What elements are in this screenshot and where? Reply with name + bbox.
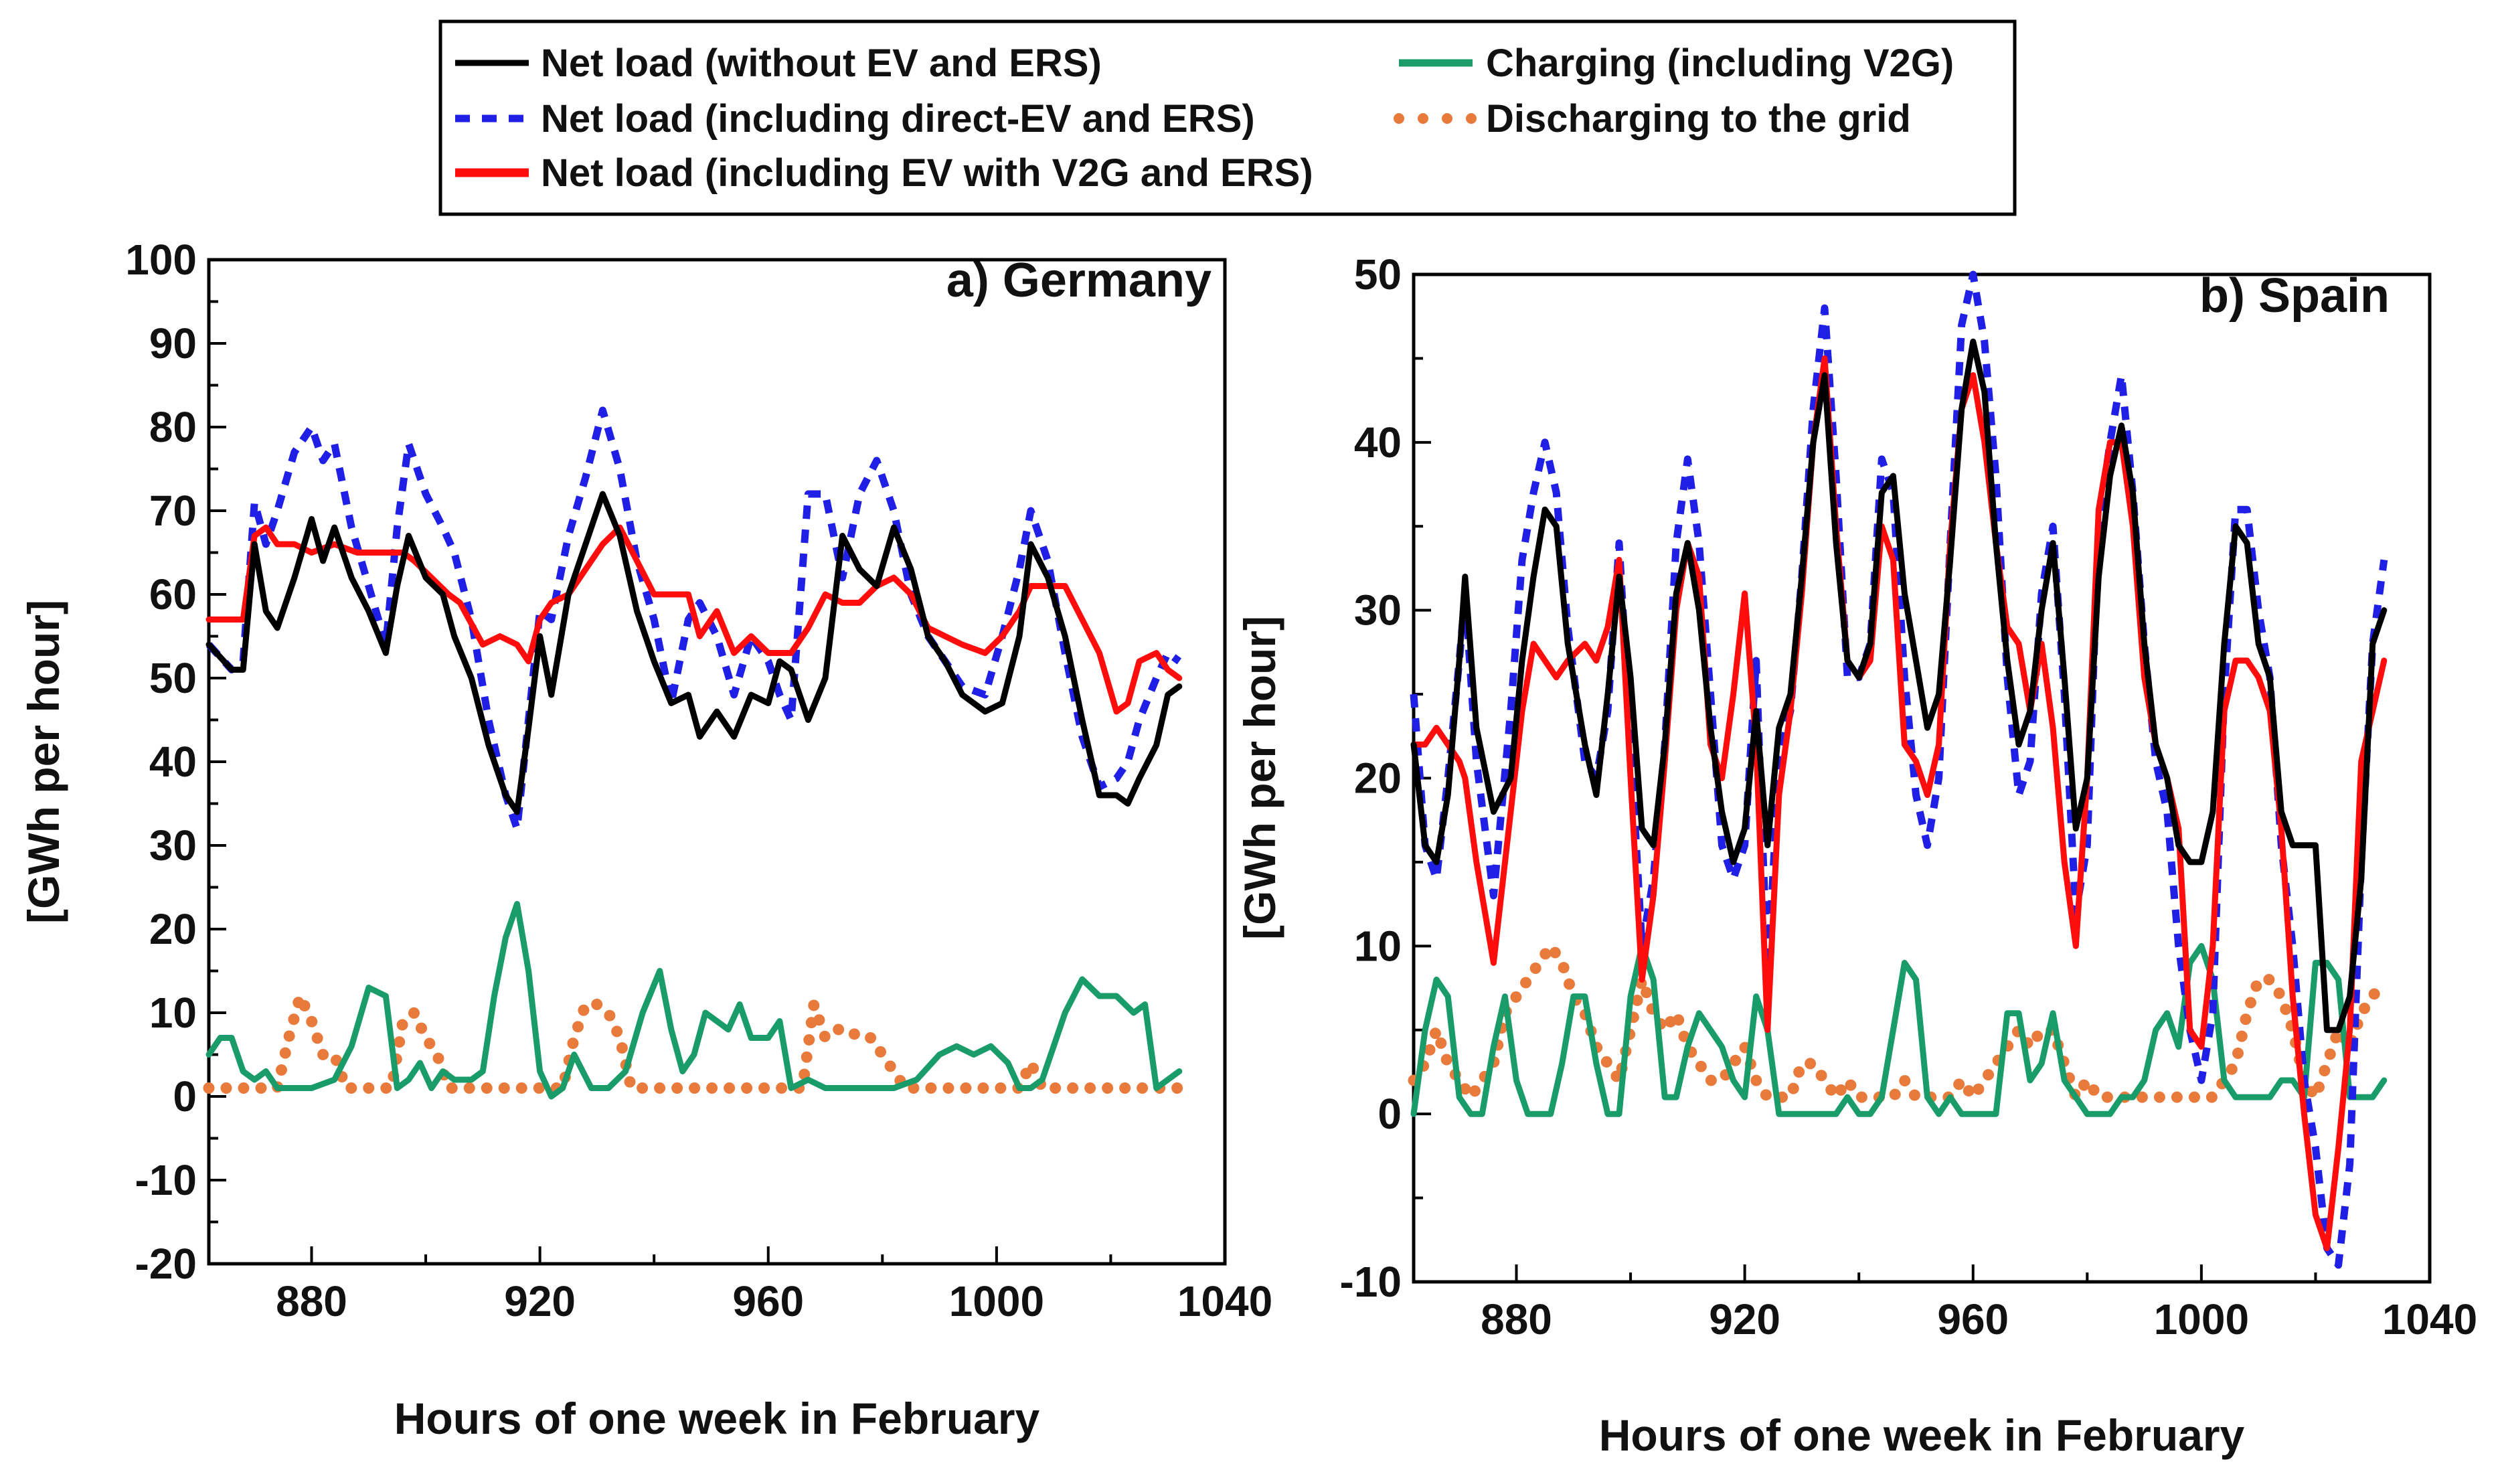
x-axis-title-germany: Hours of one week in February [394, 1394, 1040, 1443]
series-net-load-without-ev-germany [205, 491, 1183, 815]
y-tick-label-spain: 30 [1354, 586, 1402, 635]
plot-frame-germany [207, 258, 1227, 1266]
y-axis-title-spain: [GWh per hour] [1235, 616, 1284, 940]
legend: Net load (without EV and ERS) Net load (… [438, 19, 2017, 216]
y-axis-title-germany: [GWh per hour] [19, 600, 68, 924]
panel-germany: a) Germany Hours of one week in February… [19, 236, 1272, 1443]
y-tick-label-germany: 70 [149, 487, 197, 535]
legend-entry-net-load-direct-ev: Net load (including direct-EV and ERS) [455, 97, 1255, 141]
legend-label-net-load-direct-ev: Net load (including direct-EV and ERS) [541, 97, 1255, 141]
x-tick-label-spain: 920 [1709, 1295, 1780, 1343]
legend-entry-charging: Charging (including V2G) [1399, 42, 1954, 85]
y-tick-label-germany: 10 [149, 989, 197, 1037]
y-tick-label-germany: -10 [135, 1156, 197, 1204]
series-net-load-direct-ev-spain [1410, 270, 2388, 1269]
series-net-load-v2g-germany [205, 524, 1183, 715]
y-tick-label-spain: 40 [1354, 418, 1402, 467]
series-layer-germany [203, 406, 1185, 1100]
x-axis-title-spain: Hours of one week in February [1599, 1410, 2245, 1460]
x-tick-label-germany: 960 [732, 1277, 804, 1325]
panel-spain: b) Spain Hours of one week in February [… [1235, 250, 2477, 1460]
y-tick-label-germany: 50 [149, 654, 197, 702]
x-tick-label-spain: 1040 [2382, 1295, 2477, 1343]
y-tick-label-spain: 0 [1378, 1090, 1402, 1138]
series-net-load-v2g-spain [1410, 355, 2388, 1252]
y-tick-label-spain: -10 [1340, 1258, 1402, 1306]
y-tick-label-germany: 100 [125, 236, 197, 284]
series-layer-spain [1408, 270, 2390, 1269]
panel-title-germany: a) Germany [946, 254, 1212, 307]
y-tick-label-germany: -20 [135, 1240, 197, 1288]
y-tick-label-germany: 30 [149, 821, 197, 870]
ticks-spain: -10 0 10 20 30 40 50 880 920 960 1000 1040 [1340, 250, 2478, 1343]
y-tick-label-germany: 90 [149, 319, 197, 367]
y-tick-label-germany: 40 [149, 738, 197, 786]
x-tick-label-spain: 1000 [2154, 1295, 2249, 1343]
x-tick-label-germany: 880 [276, 1277, 347, 1325]
y-tick-label-spain: 20 [1354, 754, 1402, 803]
y-tick-label-germany: 20 [149, 905, 197, 953]
legend-entry-net-load-v2g: Net load (including EV with V2G and ERS) [455, 151, 1313, 195]
y-tick-label-germany: 60 [149, 570, 197, 619]
legend-label-charging: Charging (including V2G) [1486, 42, 1954, 85]
y-tick-label-germany: 80 [149, 403, 197, 451]
x-tick-label-germany: 920 [504, 1277, 576, 1325]
x-tick-label-germany: 1040 [1177, 1277, 1272, 1325]
panel-title-spain: b) Spain [2199, 269, 2390, 323]
y-tick-label-germany: 0 [173, 1072, 197, 1121]
series-charging-spain [1410, 942, 2388, 1117]
x-tick-label-spain: 960 [1937, 1295, 2009, 1343]
x-tick-label-germany: 1000 [949, 1277, 1044, 1325]
series-net-load-direct-ev-germany [205, 406, 1182, 833]
legend-label-discharging: Discharging to the grid [1486, 97, 1911, 141]
series-discharging-germany [203, 990, 1185, 1094]
legend-frame [438, 19, 2017, 216]
x-tick-label-spain: 880 [1481, 1295, 1552, 1343]
series-charging-germany [205, 901, 1183, 1100]
ticks-germany: -20 -10 0 10 20 30 40 50 60 70 80 90 100 880 920 960 100… [125, 236, 1272, 1325]
y-tick-label-spain: 10 [1354, 922, 1402, 970]
y-tick-label-spain: 50 [1354, 250, 1402, 299]
legend-label-net-load-v2g: Net load (including EV with V2G and ERS) [541, 151, 1313, 195]
legend-entry-net-load-without-ev: Net load (without EV and ERS) [455, 42, 1102, 85]
series-net-load-without-ev-spain [1410, 338, 2388, 1034]
legend-label-net-load-without-ev: Net load (without EV and ERS) [541, 42, 1102, 85]
legend-entry-discharging: Discharging to the grid [1394, 97, 1911, 141]
